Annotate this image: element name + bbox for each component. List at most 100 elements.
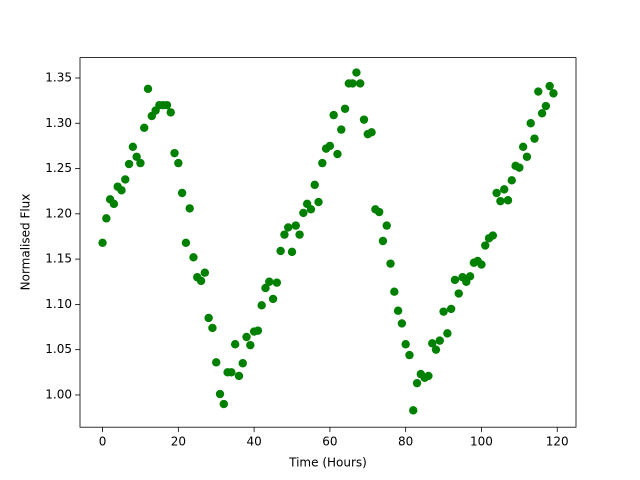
data-point (253, 326, 263, 335)
data-point (348, 79, 357, 88)
data-point (518, 142, 528, 152)
data-point (431, 345, 441, 354)
data-point (435, 336, 444, 345)
data-point (143, 84, 153, 94)
data-point (291, 221, 300, 230)
data-point (522, 152, 532, 161)
data-point (204, 313, 213, 323)
data-point (140, 123, 149, 132)
data-point (170, 148, 179, 158)
y-axis-label: Normalised Flux (19, 194, 33, 291)
data-point (185, 204, 194, 213)
data-point (238, 359, 247, 368)
data-point (409, 406, 418, 415)
data-point (166, 108, 175, 117)
data-point (136, 158, 145, 168)
data-point (386, 259, 395, 268)
data-point (496, 196, 505, 206)
x-tick-label: 60 (322, 435, 337, 449)
data-point (272, 278, 282, 287)
y-tick-label: 1.00 (45, 387, 72, 401)
data-point (515, 163, 524, 172)
data-point (397, 319, 407, 328)
data-point (545, 81, 554, 91)
data-point (530, 134, 539, 143)
data-point (295, 230, 304, 239)
data-point (374, 207, 384, 217)
data-point (215, 389, 225, 399)
data-point (268, 294, 278, 304)
data-point (340, 104, 350, 113)
data-point (352, 68, 361, 77)
y-tick-label: 1.05 (45, 342, 72, 356)
data-point (477, 260, 486, 269)
data-point (412, 378, 422, 388)
data-point (549, 89, 558, 98)
data-point (181, 238, 191, 248)
axes-frame (79, 57, 577, 428)
data-point (541, 101, 551, 111)
data-point (367, 128, 376, 137)
data-point (481, 241, 490, 250)
data-point (424, 371, 433, 381)
data-point (200, 268, 210, 277)
data-point (378, 236, 388, 246)
data-point (124, 159, 134, 169)
data-point (246, 340, 255, 350)
data-point (189, 253, 198, 262)
data-point (102, 214, 111, 223)
data-point (174, 158, 183, 168)
data-point (242, 332, 251, 342)
data-point (405, 350, 414, 360)
data-point (132, 152, 141, 161)
data-point (401, 340, 410, 349)
y-tick-label: 1.25 (45, 161, 72, 175)
data-point (465, 272, 475, 281)
x-tick-label: 100 (470, 435, 493, 449)
x-axis-label: Time (Hours) (288, 456, 367, 470)
data-point (428, 339, 437, 348)
y-tick-label: 1.10 (45, 297, 72, 311)
data-point (227, 368, 236, 377)
y-tick-label: 1.35 (45, 70, 72, 84)
data-point (310, 180, 319, 190)
x-tick-label: 20 (171, 435, 186, 449)
data-point (537, 109, 547, 118)
data-point (325, 141, 335, 151)
data-point (359, 115, 369, 124)
data-point (280, 230, 289, 239)
data-point (284, 223, 293, 232)
data-point (276, 246, 285, 256)
data-point (390, 287, 399, 296)
data-point (446, 304, 456, 314)
data-point (299, 208, 308, 218)
data-point (329, 110, 338, 120)
data-point (488, 231, 498, 240)
data-point (318, 158, 327, 168)
data-point (393, 306, 403, 315)
data-point (261, 283, 270, 293)
data-point (382, 221, 391, 230)
data-point (121, 175, 130, 184)
data-point (196, 276, 206, 286)
data-point (234, 371, 244, 381)
data-point (109, 199, 119, 209)
data-point (337, 125, 346, 134)
data-point (443, 329, 452, 338)
x-tick-label: 80 (398, 435, 413, 449)
data-point (526, 119, 535, 128)
data-point (492, 188, 501, 198)
data-point (507, 176, 516, 185)
data-point (128, 142, 138, 152)
y-tick-label: 1.15 (45, 252, 72, 266)
x-tick-label: 40 (246, 435, 261, 449)
data-point (265, 277, 274, 286)
data-point (356, 79, 365, 88)
data-point (117, 186, 126, 195)
data-point (534, 87, 543, 96)
data-point (208, 323, 217, 333)
data-point (257, 301, 266, 310)
data-point (439, 307, 448, 316)
data-point (306, 205, 316, 214)
